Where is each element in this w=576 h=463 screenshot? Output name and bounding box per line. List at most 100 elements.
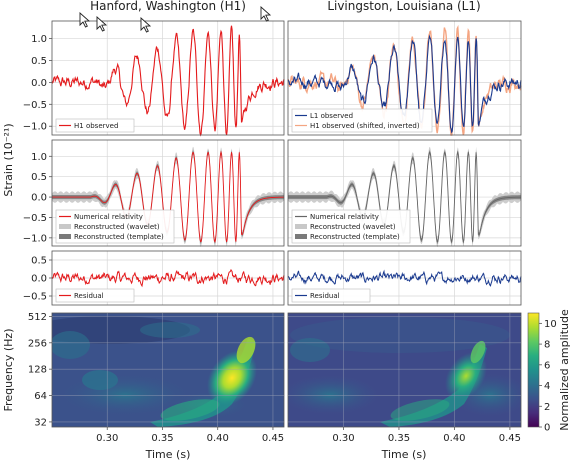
- xtick-label: 0.45: [262, 433, 284, 444]
- spectrogram-left-chirp-peak: [207, 350, 257, 406]
- spectrogram-ytick-label: 256: [28, 338, 47, 349]
- legend-label: H1 observed (shifted, inverted): [310, 122, 420, 130]
- spectrogram-left-chirp-top: [236, 336, 256, 364]
- series-h1-observed: [51, 25, 285, 137]
- xtick-label: 0.40: [443, 433, 465, 444]
- ytick-label: −1.0: [23, 122, 47, 133]
- legend-label: Residual: [310, 292, 340, 300]
- panel-1-right: L1 observed H1 observed (shifted, inverte…: [287, 20, 522, 136]
- xtick-label: 0.40: [207, 433, 229, 444]
- legend-box: [291, 108, 433, 133]
- legend-label: Residual: [74, 292, 104, 300]
- legend-2-right: Numerical relativity Reconstructed (wavel…: [291, 209, 411, 244]
- spectrogram-grid: 0.30 0.35 0.40 0.45 512 256 128 64 32 0.30 0.35 0.4…: [28, 312, 521, 444]
- spectrogram-right-chirp-low: [390, 399, 450, 421]
- colorbar-label: Normalized amplitude: [558, 309, 571, 431]
- spectrogram-ytick-label: 64: [34, 391, 47, 402]
- colorbar-tick-label: 0: [544, 423, 550, 434]
- legend-label: H1 observed: [74, 122, 118, 130]
- xlabel-left: Time (s): [145, 448, 191, 461]
- xtick-label: 0.45: [499, 433, 521, 444]
- series-residual: [51, 268, 285, 288]
- legend-1-left: H1 observed: [55, 118, 135, 133]
- colorbar-tick-label: 6: [544, 360, 550, 371]
- spectrogram-left-chirp-low: [160, 399, 220, 421]
- panel-1-left: 1.0 0.5 0.0 −0.5 −1.0 H1 observed: [23, 20, 285, 137]
- colorbar: 0 2 4 6 8 10 Normalized amplitude: [527, 309, 571, 434]
- legend-box: [291, 209, 411, 244]
- legend-3-right: Residual: [291, 288, 371, 303]
- spectrogram-ytick-label: 32: [34, 417, 47, 428]
- spectrogram-ytick-label: 512: [28, 312, 47, 323]
- legend-3-left: Residual: [55, 288, 135, 303]
- ytick-label: 0.5: [31, 56, 47, 67]
- colorbar-ticks: 0 2 4 6 8 10: [539, 319, 557, 434]
- colorbar-tick-label: 10: [544, 319, 557, 330]
- ytick-label: 0.0: [31, 78, 47, 89]
- legend-box: [55, 118, 135, 133]
- legend-label: Reconstructed (template): [74, 233, 164, 241]
- title-right: Livingston, Louisiana (L1): [327, 0, 480, 13]
- legend-box: [55, 288, 135, 303]
- series-reconstructed-template: [288, 150, 521, 244]
- spectrogram-left-noise-5: [140, 322, 200, 338]
- panel-frame: [287, 139, 522, 247]
- series-reconstructed-template: [52, 150, 284, 244]
- series-residual: [287, 269, 522, 287]
- spectrogram-ytick-label: 128: [28, 365, 47, 376]
- xlabel-right: Time (s): [381, 448, 427, 461]
- ytick-label: −0.5: [23, 100, 47, 111]
- legend-label: Numerical relativity: [310, 213, 379, 221]
- colorbar-gradient: [527, 312, 540, 428]
- ytick-label: 0.5: [31, 172, 47, 183]
- ytick-label: −0.5: [23, 213, 47, 224]
- legend-box: [55, 209, 175, 244]
- ytick-label: 0.5: [31, 256, 47, 267]
- spectrogram-right-noise-1: [288, 375, 380, 415]
- spectrogram-right-frame: [287, 312, 522, 428]
- spectrogram-right: [287, 312, 522, 428]
- panel-2-left: 1.0 0.5 0.0 −0.5 −1.0 Numerical relativity Rec…: [23, 139, 285, 248]
- colorbar-tick-label: 8: [544, 340, 550, 351]
- ytick-label: −0.5: [23, 292, 47, 303]
- title-left: Hanford, Washington (H1): [90, 0, 246, 13]
- xtick-label: 0.35: [388, 433, 410, 444]
- ytick-label: −1.0: [23, 233, 47, 244]
- cursor-icon: [79, 11, 91, 28]
- spectrogram-right-noise-3: [290, 338, 330, 362]
- panel-3-left: 0.5 0.0 −0.5 Residual: [23, 250, 285, 306]
- ytick-label: 0.0: [31, 193, 47, 204]
- spectrogram-right-band: [290, 317, 510, 353]
- xtick-label: 0.30: [332, 433, 354, 444]
- panel-2-right: Numerical relativity Reconstructed (wavel…: [287, 139, 522, 248]
- spectrogram-right-chirp-peak: [445, 352, 487, 400]
- cursor-icon: [260, 5, 272, 22]
- legend-label: L1 observed: [310, 112, 353, 120]
- panel-frame: [51, 139, 285, 247]
- colorbar-tick-label: 4: [544, 381, 550, 392]
- legend-label: Reconstructed (wavelet): [74, 223, 160, 231]
- legend-label: Reconstructed (template): [310, 233, 400, 241]
- xtick-label: 0.35: [151, 433, 173, 444]
- panel-frame: [51, 20, 285, 136]
- mouse-cursors: [79, 5, 272, 33]
- spectrogram-left-noise-1: [52, 331, 90, 359]
- panel-frame: [287, 20, 522, 136]
- panel-frame: [287, 250, 522, 306]
- panel-3-right: Residual: [287, 250, 522, 306]
- spectrogram-left-frame: [51, 312, 285, 428]
- strain-panels: 1.0 0.5 0.0 −0.5 −1.0 H1 observed L1 observed H…: [23, 20, 522, 306]
- legend-label: Reconstructed (wavelet): [310, 223, 396, 231]
- spectrogram-right-chirp-top: [470, 340, 486, 364]
- legend-label: Numerical relativity: [74, 213, 143, 221]
- ylabel-strain: Strain (10⁻²¹): [2, 123, 15, 196]
- cursor-icon: [96, 15, 108, 32]
- ytick-label: 0.0: [31, 274, 47, 285]
- spectrogram-left-noise-4: [82, 370, 118, 390]
- ylabel-frequency: Frequency (Hz): [2, 329, 15, 412]
- spectrogram-left: [51, 312, 285, 428]
- spectrogram-right-chirp-tail: [380, 344, 487, 427]
- ytick-label: 1.0: [31, 34, 47, 45]
- legend-1-right: L1 observed H1 observed (shifted, inverte…: [291, 108, 433, 133]
